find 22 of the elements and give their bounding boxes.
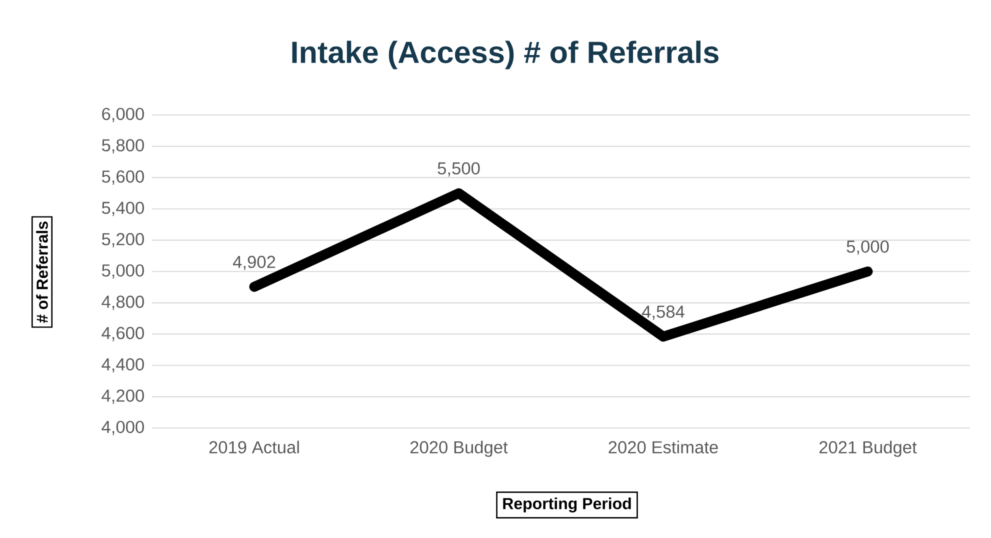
x-tick-label: 2019 Actual [209, 440, 299, 454]
chart-title: Intake (Access) # of Referrals [292, 40, 718, 70]
x-tick-label: 2020 Estimate [608, 440, 718, 454]
y-tick-label: 6,000 [102, 108, 144, 122]
y-tick-label: 5,000 [102, 264, 144, 279]
y-tick-label: 5,400 [102, 202, 144, 216]
data-label: 5,000 [846, 240, 889, 255]
y-tick-label: 4,400 [102, 358, 144, 373]
data-label: 5,500 [438, 162, 480, 177]
y-tick-label: 5,800 [102, 139, 144, 154]
x-tick-label: 2020 Budget [410, 440, 508, 457]
y-tick-label: 5,200 [102, 233, 144, 248]
y-tick-label: 4,000 [102, 420, 144, 436]
data-label: 4,902 [232, 256, 276, 270]
y-tick-label: 4,800 [102, 296, 144, 310]
x-axis-title: Reporting Period [503, 498, 631, 512]
y-axis-title: # of Referrals [36, 222, 48, 323]
data-label: 4,584 [642, 306, 684, 320]
y-tick-label: 4,600 [102, 326, 144, 342]
x-tick-label: 2021 Budget [819, 440, 917, 457]
y-tick-label: 4,200 [102, 390, 144, 404]
y-tick-label: 5,600 [102, 170, 144, 185]
